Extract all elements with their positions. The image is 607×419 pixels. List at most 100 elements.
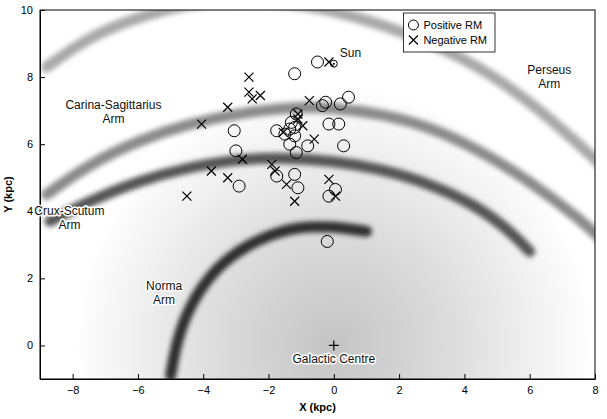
- x-tick-mark: [334, 374, 335, 379]
- chart: −8 −6 −4 −2 0 2 4 6 8 0 2 4 6 8 10 X (kpc) Y (kpc) Perseu…: [0, 0, 607, 419]
- y-tick-mark: [40, 144, 45, 145]
- cross-point: [279, 128, 288, 137]
- circle-point: [338, 140, 350, 152]
- x-axis-line: [41, 379, 596, 380]
- cross-point: [331, 192, 340, 201]
- arm-label: PerseusArm: [527, 63, 571, 91]
- circle-point: [289, 68, 301, 80]
- cross-point: [305, 96, 314, 105]
- cross-point: [248, 94, 257, 103]
- y-axis-title: Y (kpc): [2, 176, 14, 213]
- circle-point: [316, 100, 328, 112]
- x-tick-label: 0: [331, 384, 337, 396]
- cross-point: [324, 175, 333, 184]
- x-tick-label: −2: [263, 384, 276, 396]
- x-tick-mark: [73, 374, 74, 379]
- y-tick: 2: [27, 272, 45, 284]
- x-tick-label: 8: [592, 384, 598, 396]
- arm-label: Carina-SagittariusArm: [65, 98, 161, 126]
- plot-area: [40, 10, 595, 379]
- y-tick-mark: [40, 77, 45, 78]
- circle-point: [284, 138, 296, 150]
- plus-marker: [329, 340, 339, 350]
- sun-dot: [333, 63, 335, 65]
- circle-point: [290, 147, 302, 159]
- spiral-arm: [50, 158, 530, 251]
- cross-point: [223, 173, 232, 182]
- x-tick-mark: [464, 374, 465, 379]
- cross-point: [271, 167, 280, 176]
- y-tick-label: 4: [27, 205, 33, 217]
- plot-frame: [40, 10, 595, 379]
- circle-point: [228, 125, 240, 137]
- x-tick: −8: [67, 374, 80, 396]
- x-tick: 8: [592, 374, 598, 396]
- cross-point: [290, 197, 299, 206]
- y-tick-mark: [40, 345, 45, 346]
- cross-point: [244, 73, 253, 82]
- legend-label: Negative RM: [423, 34, 487, 46]
- x-tick: 0: [331, 374, 337, 396]
- x-tick-label: 2: [397, 384, 403, 396]
- arm-label: NormaArm: [146, 279, 182, 307]
- y-tick: 8: [27, 71, 45, 83]
- annotation-label: Galactic Centre: [292, 352, 375, 366]
- y-tick: 0: [27, 339, 45, 351]
- x-tick-label: −6: [132, 384, 145, 396]
- x-tick: −4: [197, 374, 210, 396]
- cross-point: [298, 121, 307, 130]
- x-axis-title: X (kpc): [299, 401, 336, 413]
- y-tick-mark: [40, 278, 45, 279]
- x-tick-mark: [399, 374, 400, 379]
- y-tick: 10: [21, 4, 45, 16]
- x-tick-mark: [530, 374, 531, 379]
- x-tick-label: −8: [67, 384, 80, 396]
- circle-point: [289, 168, 301, 180]
- x-tick-label: −4: [197, 384, 210, 396]
- y-axis-line: [40, 11, 41, 380]
- circle-point: [343, 91, 355, 103]
- y-tick-label: 10: [21, 4, 33, 16]
- x-tick-label: 4: [462, 384, 468, 396]
- cross-point: [197, 120, 206, 129]
- y-tick-label: 8: [27, 71, 33, 83]
- y-tick-label: 2: [27, 272, 33, 284]
- x-tick: 6: [527, 374, 533, 396]
- legend-symbol: [409, 36, 418, 45]
- x-tick-mark: [138, 374, 139, 379]
- circle-point: [320, 96, 332, 108]
- circle-point: [284, 123, 296, 135]
- cross-point: [207, 167, 216, 176]
- cross-point: [310, 135, 319, 144]
- annotation-label: Sun: [340, 46, 361, 60]
- y-axis: 0 2 4 6 8 10: [21, 4, 45, 379]
- cross-point: [182, 192, 191, 201]
- legend-label: Positive RM: [423, 19, 482, 31]
- cross-point: [223, 103, 232, 112]
- y-tick-mark: [40, 10, 45, 11]
- x-tick: −2: [263, 374, 276, 396]
- legend-symbol: [408, 20, 418, 30]
- circle-point: [230, 145, 242, 157]
- legend: Positive RM Negative RM: [403, 13, 495, 52]
- circle-point: [333, 118, 345, 130]
- y-tick: 6: [27, 138, 45, 150]
- cross-point: [324, 57, 333, 66]
- circle-point: [312, 56, 324, 68]
- circle-point: [233, 180, 245, 192]
- x-tick-mark: [269, 374, 270, 379]
- cross-point: [282, 180, 291, 189]
- annotation-marker: [329, 340, 339, 350]
- series-0: [228, 56, 354, 247]
- legend-box: [403, 13, 495, 52]
- circle-point: [292, 182, 304, 194]
- circle-point: [329, 183, 341, 195]
- cross-point: [293, 109, 302, 118]
- x-axis: −8 −6 −4 −2 0 2 4 6 8: [41, 374, 599, 396]
- circle-point: [323, 190, 335, 202]
- x-tick: 4: [462, 374, 468, 396]
- y-tick-label: 0: [27, 339, 33, 351]
- x-tick-label: 6: [527, 384, 533, 396]
- x-tick-mark: [203, 374, 204, 379]
- background-glow: [40, 10, 595, 379]
